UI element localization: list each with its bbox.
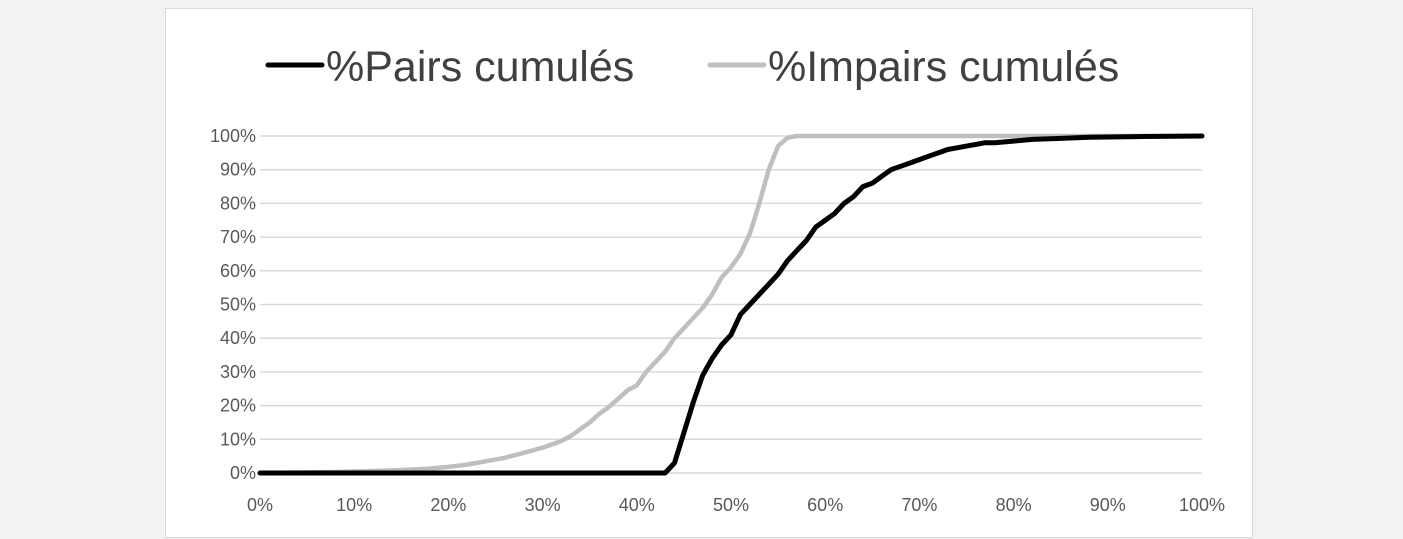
y-tick-label: 60% <box>220 261 256 281</box>
y-tick-label: 0% <box>230 463 256 483</box>
series-line-0 <box>257 133 1205 476</box>
y-tick-label: 30% <box>220 362 256 382</box>
x-tick-label: 90% <box>1090 495 1126 515</box>
legend-label-1: %Impairs cumulés <box>768 43 1119 91</box>
y-tick-label: 20% <box>220 396 256 416</box>
x-tick-label: 0% <box>247 495 273 515</box>
x-tick-label: 10% <box>336 495 372 515</box>
series-line-1 <box>257 133 1205 476</box>
y-tick-label: 70% <box>220 227 256 247</box>
x-tick-label: 60% <box>807 495 843 515</box>
chart-panel: 0% 10% 20% 30% 40% 50% 60% 70% 80% 90% 100% 0% 10% 20… <box>165 8 1253 538</box>
x-tick-label: 40% <box>619 495 655 515</box>
y-tick-label: 40% <box>220 328 256 348</box>
line-chart: 0% 10% 20% 30% 40% 50% 60% 70% 80% 90% 100% 0% 10% 20… <box>210 43 1225 515</box>
legend-label-0: %Pairs cumulés <box>326 43 634 91</box>
y-tick-label: 90% <box>220 160 256 180</box>
y-tick-label: 100% <box>210 126 256 146</box>
x-tick-label: 30% <box>525 495 561 515</box>
y-tick-label: 50% <box>220 295 256 315</box>
y-tick-label: 80% <box>220 193 256 213</box>
x-tick-label: 80% <box>996 495 1032 515</box>
x-tick-label: 100% <box>1179 495 1225 515</box>
y-tick-label: 10% <box>220 429 256 449</box>
x-tick-label: 70% <box>901 495 937 515</box>
x-tick-label: 50% <box>713 495 749 515</box>
x-tick-label: 20% <box>430 495 466 515</box>
